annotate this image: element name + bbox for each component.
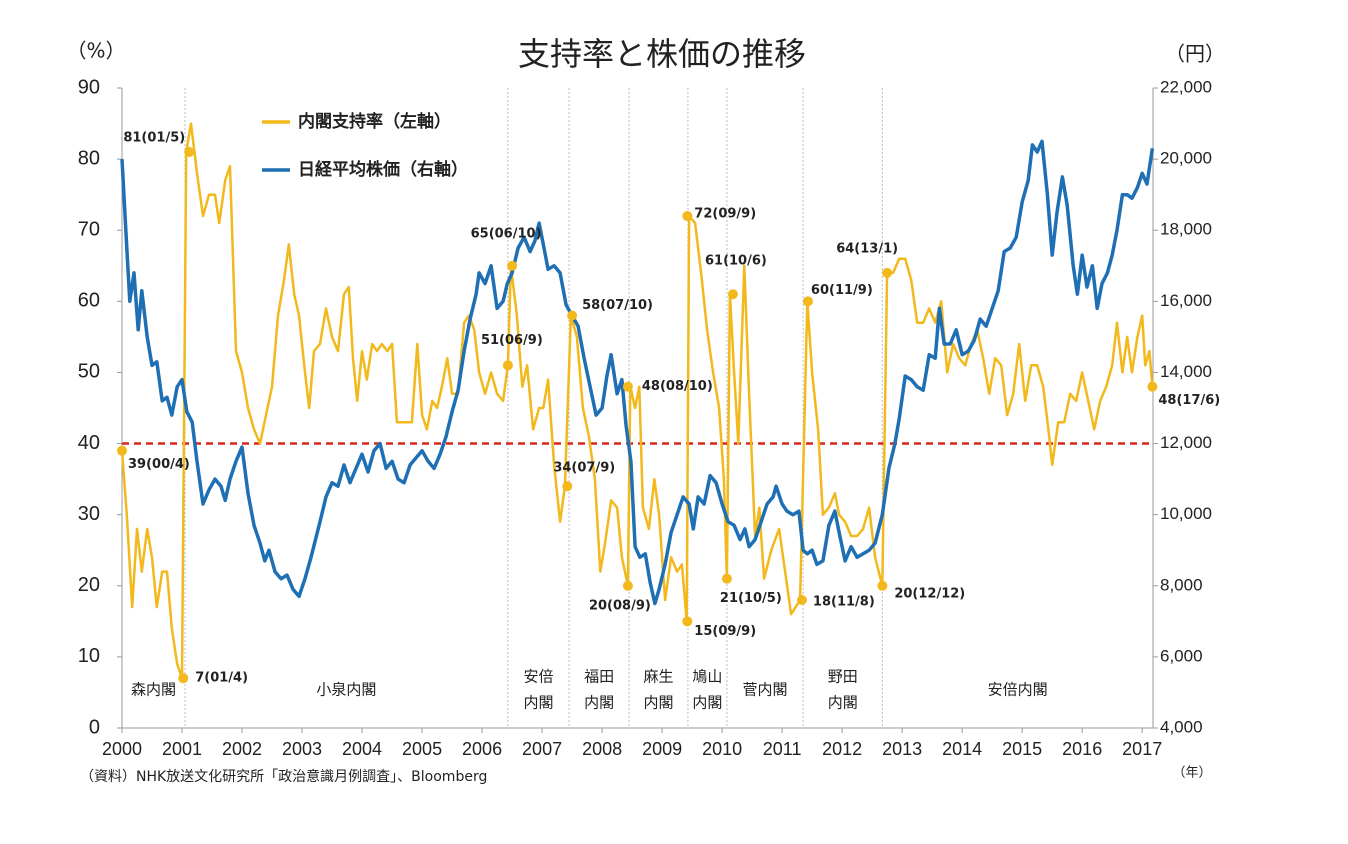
cabinet-label: 鳩山 [692,668,722,686]
y-tick-label: 0 [89,716,100,738]
x-tick-label: 2010 [702,739,742,759]
chart-title: 支持率と株価の推移 [518,35,806,73]
x-tick-label: 2017 [1122,739,1162,759]
cabinet-label: 内閣 [692,694,722,712]
annotation-label: 21(10/5) [720,591,782,606]
annotation-point [877,580,888,591]
y2-tick-label: 20,000 [1160,149,1212,168]
y2-tick-label: 12,000 [1160,433,1212,452]
y2-tick-label: 6,000 [1160,646,1203,665]
annotation-label: 60(11/9) [811,283,873,298]
annotation-label: 48(17/6) [1158,393,1220,408]
y-tick-label: 80 [78,147,100,169]
y2-tick-label: 4,000 [1160,717,1203,736]
x-tick-label: 2008 [582,739,622,759]
y-tick-label: 30 [78,503,100,525]
cabinet-label: 内閣 [643,694,673,712]
annotation-label: 20(08/9) [589,598,651,613]
cabinet-label: 安倍 [523,668,553,686]
source: （資料）NHK放送文化研究所「政治意識月例調査」、Bloomberg [80,768,487,785]
series-line [120,139,1155,606]
y-tick-label: 40 [78,432,100,454]
annotation-point [567,310,578,321]
y2-tick-label: 10,000 [1160,504,1212,523]
x-tick-label: 2004 [342,739,382,759]
x-tick-label: 2001 [162,739,202,759]
y-tick-label: 70 [78,219,100,241]
x-tick-label: 2012 [822,739,862,759]
x-tick-label: 2014 [942,739,982,759]
legend-label: 日経平均株価（右軸） [298,159,468,180]
cabinet-label: 安倍内閣 [988,681,1048,699]
annotation-label: 58(07/10) [582,298,653,313]
annotation-point [622,381,633,392]
y2-tick-label: 18,000 [1160,220,1212,239]
y2-tick-label: 8,000 [1160,575,1203,594]
y2-tick-label: 22,000 [1160,77,1212,96]
cabinet-label: 小泉内閣 [316,681,376,699]
annotation-point [802,296,813,307]
x-tick-label: 2003 [282,739,322,759]
cabinet-label: 菅内閣 [743,681,788,699]
annotation-label: 15(09/9) [694,624,756,639]
annotation-label: 18(11/8) [813,595,875,610]
annotation-label: 39(00/4) [128,457,190,472]
x-tick-label: 2002 [222,739,262,759]
cabinet-label: 内閣 [828,694,858,712]
cabinet-label: 内閣 [523,694,553,712]
annotation-point [184,147,195,157]
annotation-point [117,445,127,456]
annotation-label: 20(12/12) [894,586,965,601]
annotation-point [622,580,633,591]
cabinet-label: 森内閣 [131,681,176,699]
y-tick-label: 50 [78,361,100,383]
annotation-point [796,595,807,605]
x-tick-label: 2011 [763,739,802,759]
annotation-label: 72(09/9) [694,207,756,222]
annotation-point [682,616,693,627]
annotation-point [727,289,738,300]
y-tick-label: 10 [78,645,100,667]
x-tick-label: 2000 [102,739,142,759]
x-tick-label: 2016 [1062,739,1102,759]
y2-unit: （円） [1165,42,1225,66]
annotation-label: 64(13/1) [836,241,898,256]
annotation-label: 81(01/5) [123,131,185,146]
annotation-point [682,211,693,221]
annotation-point [178,673,189,684]
cabinet-label: 福田 [584,668,614,686]
cabinet-label: 野田 [828,668,858,686]
y-tick-label: 20 [78,574,100,596]
annotation-point [1147,381,1158,392]
cabinet-label: 内閣 [584,694,614,712]
x-unit: （年） [1172,766,1211,781]
legend-label: 内閣支持率（左軸） [298,111,451,132]
x-tick-label: 2005 [402,739,442,759]
annotation-point [502,360,513,371]
annotation-label: 61(10/6) [705,254,767,269]
annotation-label: 65(06/10) [471,226,542,241]
y-tick-label: 60 [78,290,100,312]
annotation-label: 34(07/9) [553,461,615,476]
annotation-point [882,267,893,278]
cabinet-label: 麻生 [643,668,673,686]
annotation-point [507,260,518,271]
annotation-label: 51(06/9) [481,333,543,348]
y2-tick-label: 16,000 [1160,291,1212,310]
y-unit: （%） [66,39,125,63]
y2-tick-label: 14,000 [1160,362,1212,381]
annotation-point [721,573,732,584]
x-tick-label: 2007 [522,739,562,759]
annotation-label: 48(08/10) [642,379,713,394]
annotation-point [562,481,573,492]
y-tick-label: 90 [78,76,100,98]
x-tick-label: 2006 [462,739,502,759]
x-tick-label: 2009 [642,739,682,759]
x-tick-label: 2013 [882,739,922,759]
annotation-label: 7(01/4) [195,671,248,686]
x-tick-label: 2015 [1002,739,1042,759]
series-line [120,122,1154,680]
